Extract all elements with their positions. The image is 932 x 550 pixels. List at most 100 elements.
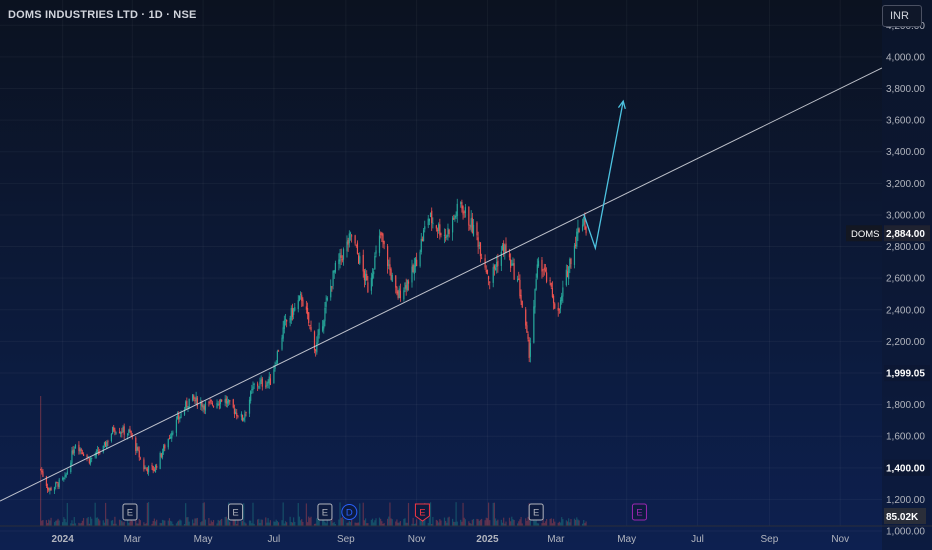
earnings-marker[interactable]: E bbox=[228, 503, 244, 521]
volume-bar bbox=[510, 521, 512, 526]
volume-bar bbox=[492, 502, 494, 526]
candle-body bbox=[313, 331, 316, 351]
x-tick-label: Mar bbox=[124, 534, 142, 545]
volume-bar bbox=[114, 516, 116, 526]
volume-bar bbox=[496, 520, 498, 526]
earnings-marker[interactable]: E bbox=[317, 503, 333, 521]
candle-body bbox=[122, 426, 124, 433]
volume-bar bbox=[284, 521, 287, 526]
volume-bar bbox=[479, 519, 482, 526]
candle-body bbox=[367, 282, 369, 293]
candle-body bbox=[529, 343, 531, 357]
volume-bar bbox=[534, 521, 536, 526]
volume-label: 85.02K bbox=[886, 512, 919, 523]
x-tick-label: Nov bbox=[408, 534, 426, 545]
volume-bar bbox=[111, 520, 114, 526]
dividend-marker[interactable]: D bbox=[341, 504, 358, 520]
candle-body bbox=[253, 383, 255, 385]
volume-bar bbox=[395, 521, 397, 526]
volume-bar bbox=[427, 523, 429, 526]
candles bbox=[40, 198, 587, 495]
candle-body bbox=[145, 467, 147, 469]
candle-body bbox=[447, 227, 449, 237]
candle-body bbox=[277, 350, 280, 352]
y-tick-label: 3,600.00 bbox=[886, 116, 925, 127]
volume-bar bbox=[95, 517, 97, 526]
candle-body bbox=[193, 395, 195, 399]
volume-bar bbox=[516, 523, 519, 526]
volume-bar bbox=[240, 521, 242, 526]
volume-bar bbox=[439, 519, 441, 526]
candle-body bbox=[135, 437, 137, 452]
earnings-marker[interactable]: E bbox=[414, 503, 430, 522]
volume-bar bbox=[429, 502, 432, 526]
symbol-tag: DOMS bbox=[851, 229, 880, 240]
volume-bar bbox=[187, 517, 189, 526]
volume-bar bbox=[186, 517, 188, 526]
volume-bar bbox=[338, 519, 340, 526]
volume-bar bbox=[268, 522, 270, 526]
candle-body bbox=[526, 325, 528, 333]
candle-body bbox=[489, 281, 491, 283]
trendline bbox=[0, 67, 883, 502]
volume-bar bbox=[297, 503, 299, 526]
volume-bar bbox=[137, 523, 139, 526]
volume-bar bbox=[476, 518, 478, 526]
volume-bar bbox=[512, 519, 514, 526]
volume-bar bbox=[351, 519, 353, 526]
candle-body bbox=[243, 417, 245, 421]
candle-body bbox=[120, 432, 122, 434]
volume-bar bbox=[48, 519, 50, 526]
candle-body bbox=[161, 452, 164, 458]
volume-bar bbox=[549, 519, 551, 526]
volume-bar bbox=[151, 523, 153, 526]
candle-body bbox=[224, 399, 226, 403]
volume-bar bbox=[115, 523, 117, 526]
candle-body bbox=[138, 450, 140, 458]
candle-body bbox=[169, 436, 172, 439]
x-tick-label: Mar bbox=[547, 534, 565, 545]
candle-body bbox=[245, 411, 247, 413]
volume-bar bbox=[452, 518, 454, 526]
candle-body bbox=[583, 216, 585, 225]
volume-bar bbox=[443, 517, 446, 526]
earnings-marker[interactable]: E bbox=[528, 503, 544, 521]
candle-body bbox=[275, 363, 277, 365]
candle-body bbox=[358, 255, 360, 264]
volume-bar bbox=[94, 502, 96, 526]
candle-body bbox=[233, 408, 236, 414]
marker-letter: E bbox=[419, 508, 425, 519]
candle-body bbox=[525, 309, 527, 326]
volume-bar bbox=[273, 521, 275, 526]
candle-body bbox=[334, 262, 336, 273]
earnings-marker[interactable]: E bbox=[122, 503, 138, 521]
candle-body bbox=[212, 406, 215, 408]
volume-bar bbox=[358, 522, 360, 526]
price-label-bg bbox=[884, 365, 930, 382]
candle-body bbox=[171, 432, 173, 439]
currency-button[interactable]: INR bbox=[882, 5, 922, 27]
candle-body bbox=[130, 430, 132, 436]
x-tick-label: Nov bbox=[831, 534, 849, 545]
volume-bar bbox=[168, 518, 171, 526]
x-tick-label: Sep bbox=[761, 534, 779, 545]
candle-body bbox=[151, 464, 153, 467]
candle-body bbox=[179, 417, 181, 419]
volume-bar bbox=[388, 516, 390, 526]
candle-body bbox=[118, 431, 121, 434]
volume-bar bbox=[80, 522, 82, 526]
candle-body bbox=[269, 378, 272, 385]
candle-body bbox=[66, 471, 68, 474]
candle-body bbox=[216, 402, 218, 408]
candle-body bbox=[340, 255, 342, 258]
volume-bar bbox=[188, 521, 190, 526]
volume-bar bbox=[331, 517, 333, 526]
earnings-marker[interactable]: E bbox=[631, 503, 647, 521]
volume-bar bbox=[71, 520, 73, 526]
marker-frame bbox=[528, 503, 544, 521]
candle-body bbox=[569, 258, 571, 268]
price-marker-label: 1,400.00 bbox=[884, 459, 930, 476]
volume-bar bbox=[464, 519, 466, 526]
current-price-label: 2,884.00 bbox=[884, 225, 930, 242]
